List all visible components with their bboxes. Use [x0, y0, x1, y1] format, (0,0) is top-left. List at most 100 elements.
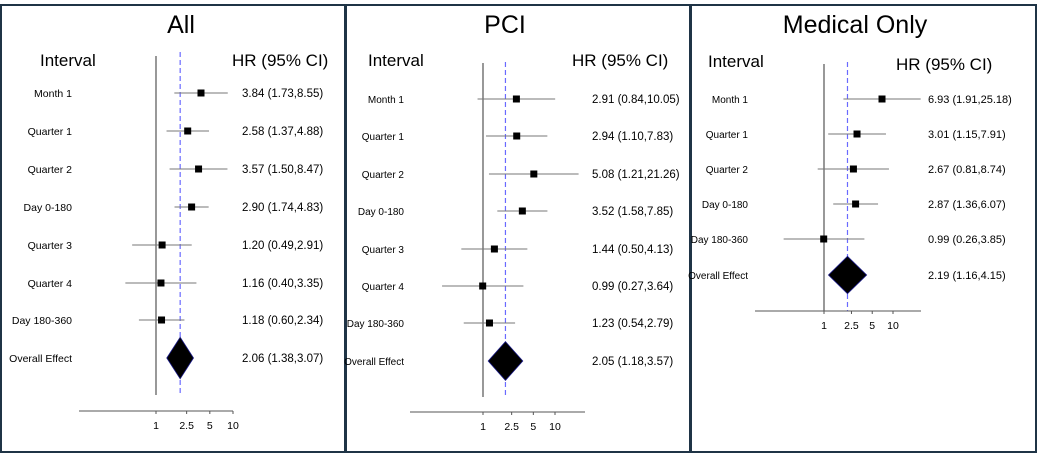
forest-row: Month 1 2.91 (0.84,10.05)	[368, 94, 680, 106]
forest-row: Day 0-180 2.90 (1.74,4.83)	[24, 202, 324, 214]
row-label: Quarter 1	[362, 132, 405, 143]
hr-header: HR (95% CI)	[572, 51, 668, 70]
row-label: Overall Effect	[344, 357, 404, 368]
x-tick-label: 1	[821, 320, 827, 332]
hr-ci-text: 3.84 (1.73,8.55)	[242, 88, 323, 100]
forest-row: Quarter 1 3.01 (1.15,7.91)	[706, 129, 1006, 141]
hr-header: HR (95% CI)	[232, 51, 328, 70]
x-tick-label: 5	[207, 420, 213, 432]
forest-row: Month 1 6.93 (1.91,25.18)	[712, 94, 1012, 106]
forest-row: Month 1 3.84 (1.73,8.55)	[34, 88, 323, 100]
forest-row: Quarter 4 0.99 (0.27,3.64)	[362, 281, 674, 293]
row-label: Day 180-360	[347, 319, 405, 330]
hr-marker	[184, 127, 192, 135]
hr-ci-text: 1.18 (0.60,2.34)	[242, 315, 323, 327]
x-tick-label: 5	[869, 320, 875, 332]
forest-row: Day 180-360 0.99 (0.26,3.85)	[691, 234, 1006, 246]
row-label: Quarter 2	[362, 170, 405, 181]
row-label: Overall Effect	[688, 271, 748, 282]
row-label: Quarter 1	[28, 126, 73, 138]
hr-marker	[512, 95, 520, 103]
forest-row: Day 180-360 1.23 (0.54,2.79)	[347, 318, 674, 330]
hr-ci-text: 3.01 (1.15,7.91)	[928, 129, 1006, 141]
row-label: Day 180-360	[691, 235, 749, 246]
hr-ci-text: 2.05 (1.18,3.57)	[592, 356, 673, 368]
x-tick-label: 5	[530, 421, 536, 433]
hr-marker	[195, 165, 203, 173]
hr-marker	[188, 203, 196, 211]
overall-effect-row: Overall Effect 2.06 (1.38,3.07)	[9, 336, 323, 380]
overall-effect-row: Overall Effect 2.05 (1.18,3.57)	[344, 340, 673, 382]
hr-marker	[852, 200, 860, 208]
overall-diamond	[166, 336, 194, 380]
hr-ci-text: 3.52 (1.58,7.85)	[592, 206, 673, 218]
hr-marker	[853, 130, 861, 138]
forest-panel-all: All Interval HR (95% CI) 1 2.5 5 10 Month 1 3.84…	[0, 4, 346, 453]
row-label: Month 1	[368, 95, 405, 106]
row-label: Quarter 3	[28, 240, 73, 252]
hr-marker	[878, 95, 886, 103]
forest-row: Quarter 4 1.16 (0.40,3.35)	[28, 278, 324, 290]
hr-ci-text: 2.87 (1.36,6.07)	[928, 199, 1006, 211]
row-label: Day 180-360	[12, 315, 72, 327]
hr-marker	[479, 282, 487, 290]
x-tick-label: 10	[887, 320, 899, 332]
overall-diamond	[487, 340, 524, 382]
forest-row: Day 0-180 3.52 (1.58,7.85)	[358, 206, 674, 218]
hr-ci-text: 2.90 (1.74,4.83)	[242, 202, 323, 214]
x-tick-label: 2.5	[844, 320, 859, 332]
forest-row: Quarter 1 2.58 (1.37,4.88)	[28, 126, 324, 138]
hr-ci-text: 1.20 (0.49,2.91)	[242, 240, 323, 252]
hr-ci-text: 2.94 (1.10,7.83)	[592, 131, 673, 143]
hr-marker	[820, 235, 828, 243]
hr-ci-text: 6.93 (1.91,25.18)	[928, 94, 1012, 106]
x-tick-label: 10	[227, 420, 239, 432]
x-tick-label: 1	[153, 420, 159, 432]
forest-row: Day 0-180 2.87 (1.36,6.07)	[702, 199, 1006, 211]
x-tick-label: 10	[549, 421, 561, 433]
panel-title: PCI	[484, 11, 526, 39]
panel-border	[345, 4, 691, 453]
hr-marker	[530, 170, 538, 178]
hr-marker	[849, 165, 857, 173]
hr-ci-text: 2.19 (1.16,4.15)	[928, 270, 1006, 282]
forest-row: Quarter 3 1.20 (0.49,2.91)	[28, 240, 324, 252]
hr-header: HR (95% CI)	[896, 55, 992, 74]
interval-header: Interval	[40, 51, 96, 70]
hr-ci-text: 0.99 (0.26,3.85)	[928, 234, 1006, 246]
row-label: Day 0-180	[24, 202, 73, 214]
row-label: Quarter 3	[362, 245, 405, 256]
row-label: Month 1	[34, 88, 72, 100]
hr-ci-text: 0.99 (0.27,3.64)	[592, 281, 673, 293]
hr-ci-text: 1.44 (0.50,4.13)	[592, 244, 673, 256]
row-label: Quarter 4	[28, 278, 73, 290]
x-tick-label: 1	[480, 421, 486, 433]
forest-row: Quarter 1 2.94 (1.10,7.83)	[362, 131, 674, 143]
forest-row: Quarter 3 1.44 (0.50,4.13)	[362, 244, 674, 256]
row-label: Quarter 1	[706, 130, 749, 141]
hr-marker	[158, 241, 166, 249]
forest-row: Quarter 2 5.08 (1.21,21.26)	[362, 169, 680, 181]
overall-diamond	[827, 255, 868, 295]
hr-ci-text: 2.67 (0.81,8.74)	[928, 164, 1006, 176]
hr-ci-text: 2.91 (0.84,10.05)	[592, 94, 680, 106]
row-label: Day 0-180	[358, 207, 405, 218]
forest-panel-medical-only: Medical Only Interval HR (95% CI) 1 2.5 5 10 Mo…	[688, 4, 1037, 453]
panel-border	[0, 4, 346, 453]
panel-border	[690, 4, 1037, 453]
hr-ci-text: 2.06 (1.38,3.07)	[242, 353, 323, 365]
hr-marker	[158, 316, 166, 324]
forest-panel-pci: PCI Interval HR (95% CI) 1 2.5 5 10 Month 1 2.91…	[344, 4, 691, 453]
hr-ci-text: 2.58 (1.37,4.88)	[242, 126, 323, 138]
panel-title: Medical Only	[783, 11, 928, 39]
hr-marker	[197, 89, 205, 97]
row-label: Quarter 2	[706, 165, 749, 176]
row-label: Overall Effect	[9, 353, 72, 365]
x-tick-label: 2.5	[179, 420, 194, 432]
row-label: Month 1	[712, 95, 749, 106]
x-tick-label: 2.5	[504, 421, 519, 433]
hr-marker	[518, 207, 526, 215]
hr-marker	[513, 132, 521, 140]
hr-marker	[485, 319, 493, 327]
